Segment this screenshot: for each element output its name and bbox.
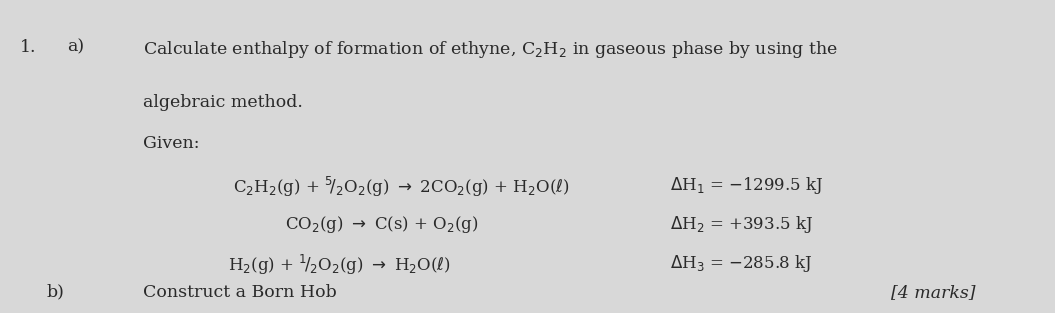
Text: Given:: Given: <box>143 135 200 152</box>
Text: b): b) <box>46 284 64 301</box>
Text: $\Delta$H$_3$ = $-$285.8 kJ: $\Delta$H$_3$ = $-$285.8 kJ <box>670 253 812 274</box>
Text: [4 marks]: [4 marks] <box>890 284 975 301</box>
Text: H$_2$(g) + $^1\!/_2$O$_2$(g) $\rightarrow$ H$_2$O($\ell$): H$_2$(g) + $^1\!/_2$O$_2$(g) $\rightarro… <box>228 253 450 277</box>
Text: $\Delta$H$_1$ = $-$1299.5 kJ: $\Delta$H$_1$ = $-$1299.5 kJ <box>670 175 823 196</box>
Text: C$_2$H$_2$(g) + $^5\!/_2$O$_2$(g) $\rightarrow$ 2CO$_2$(g) + H$_2$O($\ell$): C$_2$H$_2$(g) + $^5\!/_2$O$_2$(g) $\righ… <box>233 175 570 199</box>
Text: Calculate enthalpy of formation of ethyne, C$_2$H$_2$ in gaseous phase by using : Calculate enthalpy of formation of ethyn… <box>143 38 839 59</box>
Text: algebraic method.: algebraic method. <box>143 95 304 111</box>
Text: a): a) <box>66 38 83 56</box>
Text: 1.: 1. <box>20 38 37 56</box>
Text: $\Delta$H$_2$ = +393.5 kJ: $\Delta$H$_2$ = +393.5 kJ <box>670 214 812 235</box>
Text: CO$_2$(g) $\rightarrow$ C(s) + O$_2$(g): CO$_2$(g) $\rightarrow$ C(s) + O$_2$(g) <box>286 214 479 235</box>
Text: Construct a Born Hob: Construct a Born Hob <box>143 284 338 301</box>
